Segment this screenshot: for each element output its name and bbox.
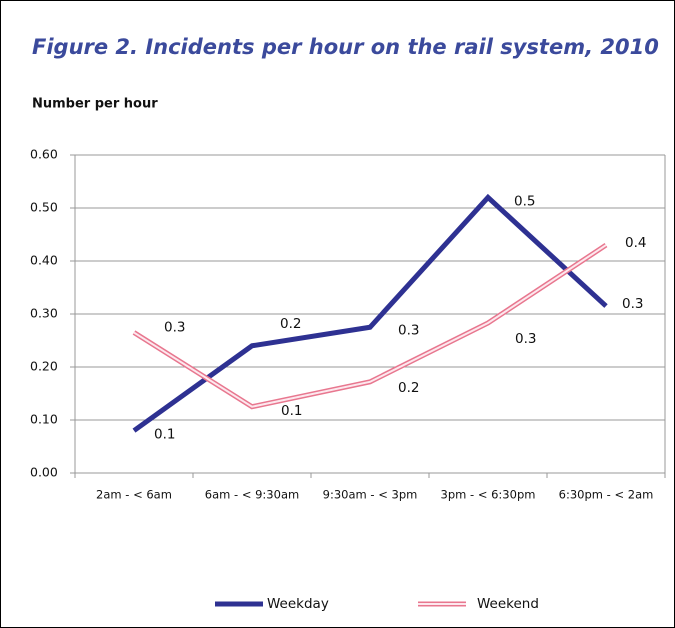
- x-tick-label: 3pm - < 6:30pm: [441, 488, 536, 502]
- value-label: 0.3: [164, 320, 185, 336]
- value-label: 0.1: [154, 427, 175, 443]
- value-label: 0.2: [398, 380, 419, 396]
- value-label: 0.1: [281, 403, 302, 419]
- series-line: [132, 193, 608, 433]
- y-tick-label: 0.20: [30, 359, 58, 374]
- value-label: 0.3: [398, 322, 419, 338]
- value-label: 0.3: [622, 296, 643, 312]
- value-label: 0.3: [515, 331, 536, 347]
- y-tick-label: 0.60: [30, 147, 58, 162]
- y-tick-label: 0.30: [30, 306, 58, 321]
- y-tick-label: 0.10: [30, 412, 58, 427]
- y-tick-label: 0.00: [30, 465, 58, 480]
- y-tick-label: 0.40: [30, 253, 58, 268]
- x-tick-label: 6:30pm - < 2am: [559, 488, 654, 502]
- value-label: 0.2: [280, 316, 301, 332]
- value-label: 0.5: [514, 193, 535, 209]
- series-line-inner: [133, 244, 607, 408]
- legend-label: Weekday: [267, 596, 329, 612]
- x-tick-label: 2am - < 6am: [96, 488, 172, 502]
- y-axis-label: Number per hour: [32, 97, 158, 112]
- legend-label: Weekend: [477, 596, 539, 612]
- chart-title: Figure 2. Incidents per hour on the rail…: [32, 35, 659, 59]
- x-tick-label: 9:30am - < 3pm: [323, 488, 418, 502]
- value-label: 0.4: [625, 235, 646, 251]
- y-tick-label: 0.50: [30, 200, 58, 215]
- x-tick-label: 6am - < 9:30am: [205, 488, 299, 502]
